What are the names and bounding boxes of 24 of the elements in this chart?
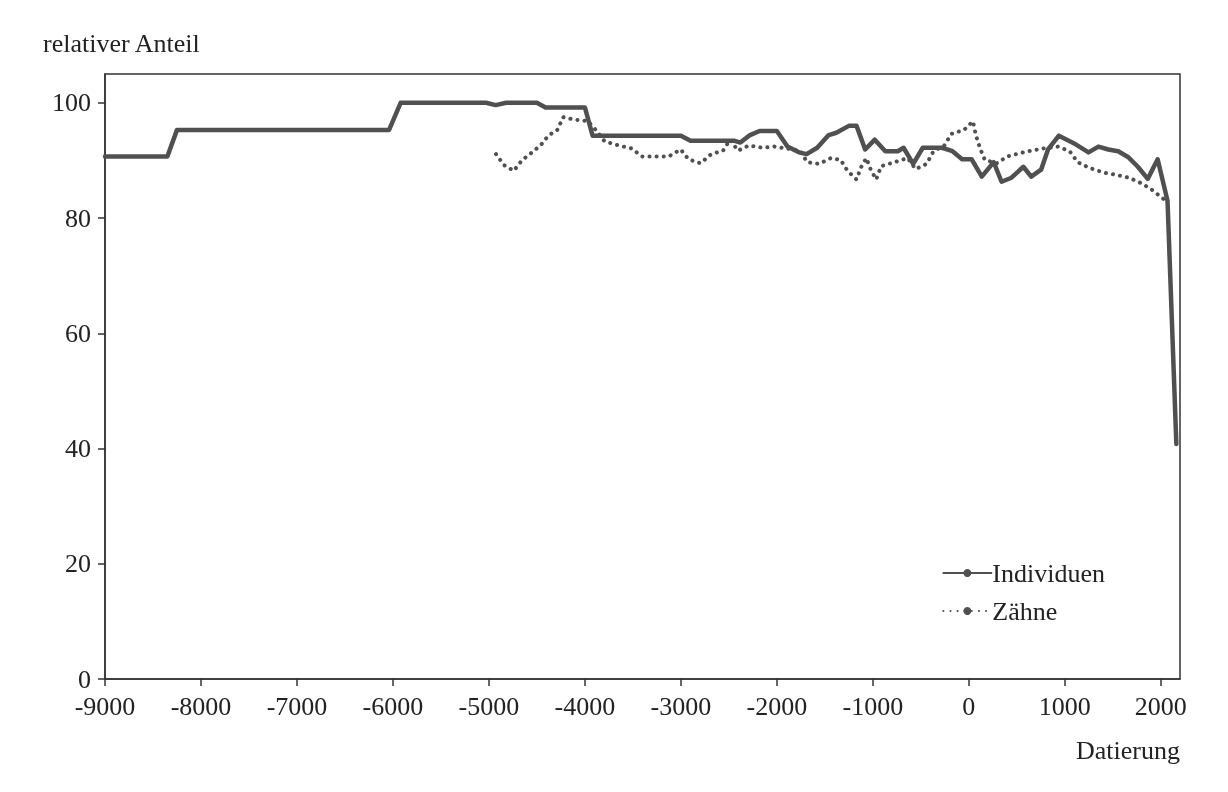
- x-tick-label: -5000: [458, 691, 520, 721]
- line-series: [494, 115, 1166, 202]
- y-axis-title: relativer Anteil: [43, 28, 200, 58]
- x-tick-label: -2000: [746, 691, 808, 721]
- y-tick-label: 0: [78, 664, 91, 694]
- y-tick-label: 80: [65, 203, 91, 233]
- x-tick-label: 0: [962, 691, 976, 721]
- x-tick-label: -9000: [74, 691, 136, 721]
- legend-label: Zähne: [992, 596, 1058, 626]
- x-tick-label: -3000: [650, 691, 712, 721]
- line-series: [102, 100, 1179, 447]
- x-tick-label: -7000: [266, 691, 328, 721]
- y-tick-label: 100: [52, 88, 91, 118]
- x-tick-label: -1000: [842, 691, 904, 721]
- x-tick-label: -6000: [362, 691, 424, 721]
- y-tick-label: 20: [65, 549, 91, 579]
- y-tick-label: 40: [65, 434, 91, 464]
- x-tick-label: -4000: [554, 691, 616, 721]
- x-tick-label: 1000: [1038, 691, 1091, 721]
- legend-label: Individuen: [992, 558, 1106, 588]
- x-tick-label: 2000: [1134, 691, 1187, 721]
- x-tick-label: -8000: [170, 691, 232, 721]
- y-tick-label: 60: [65, 318, 91, 348]
- x-axis-title: Datierung: [1076, 735, 1180, 765]
